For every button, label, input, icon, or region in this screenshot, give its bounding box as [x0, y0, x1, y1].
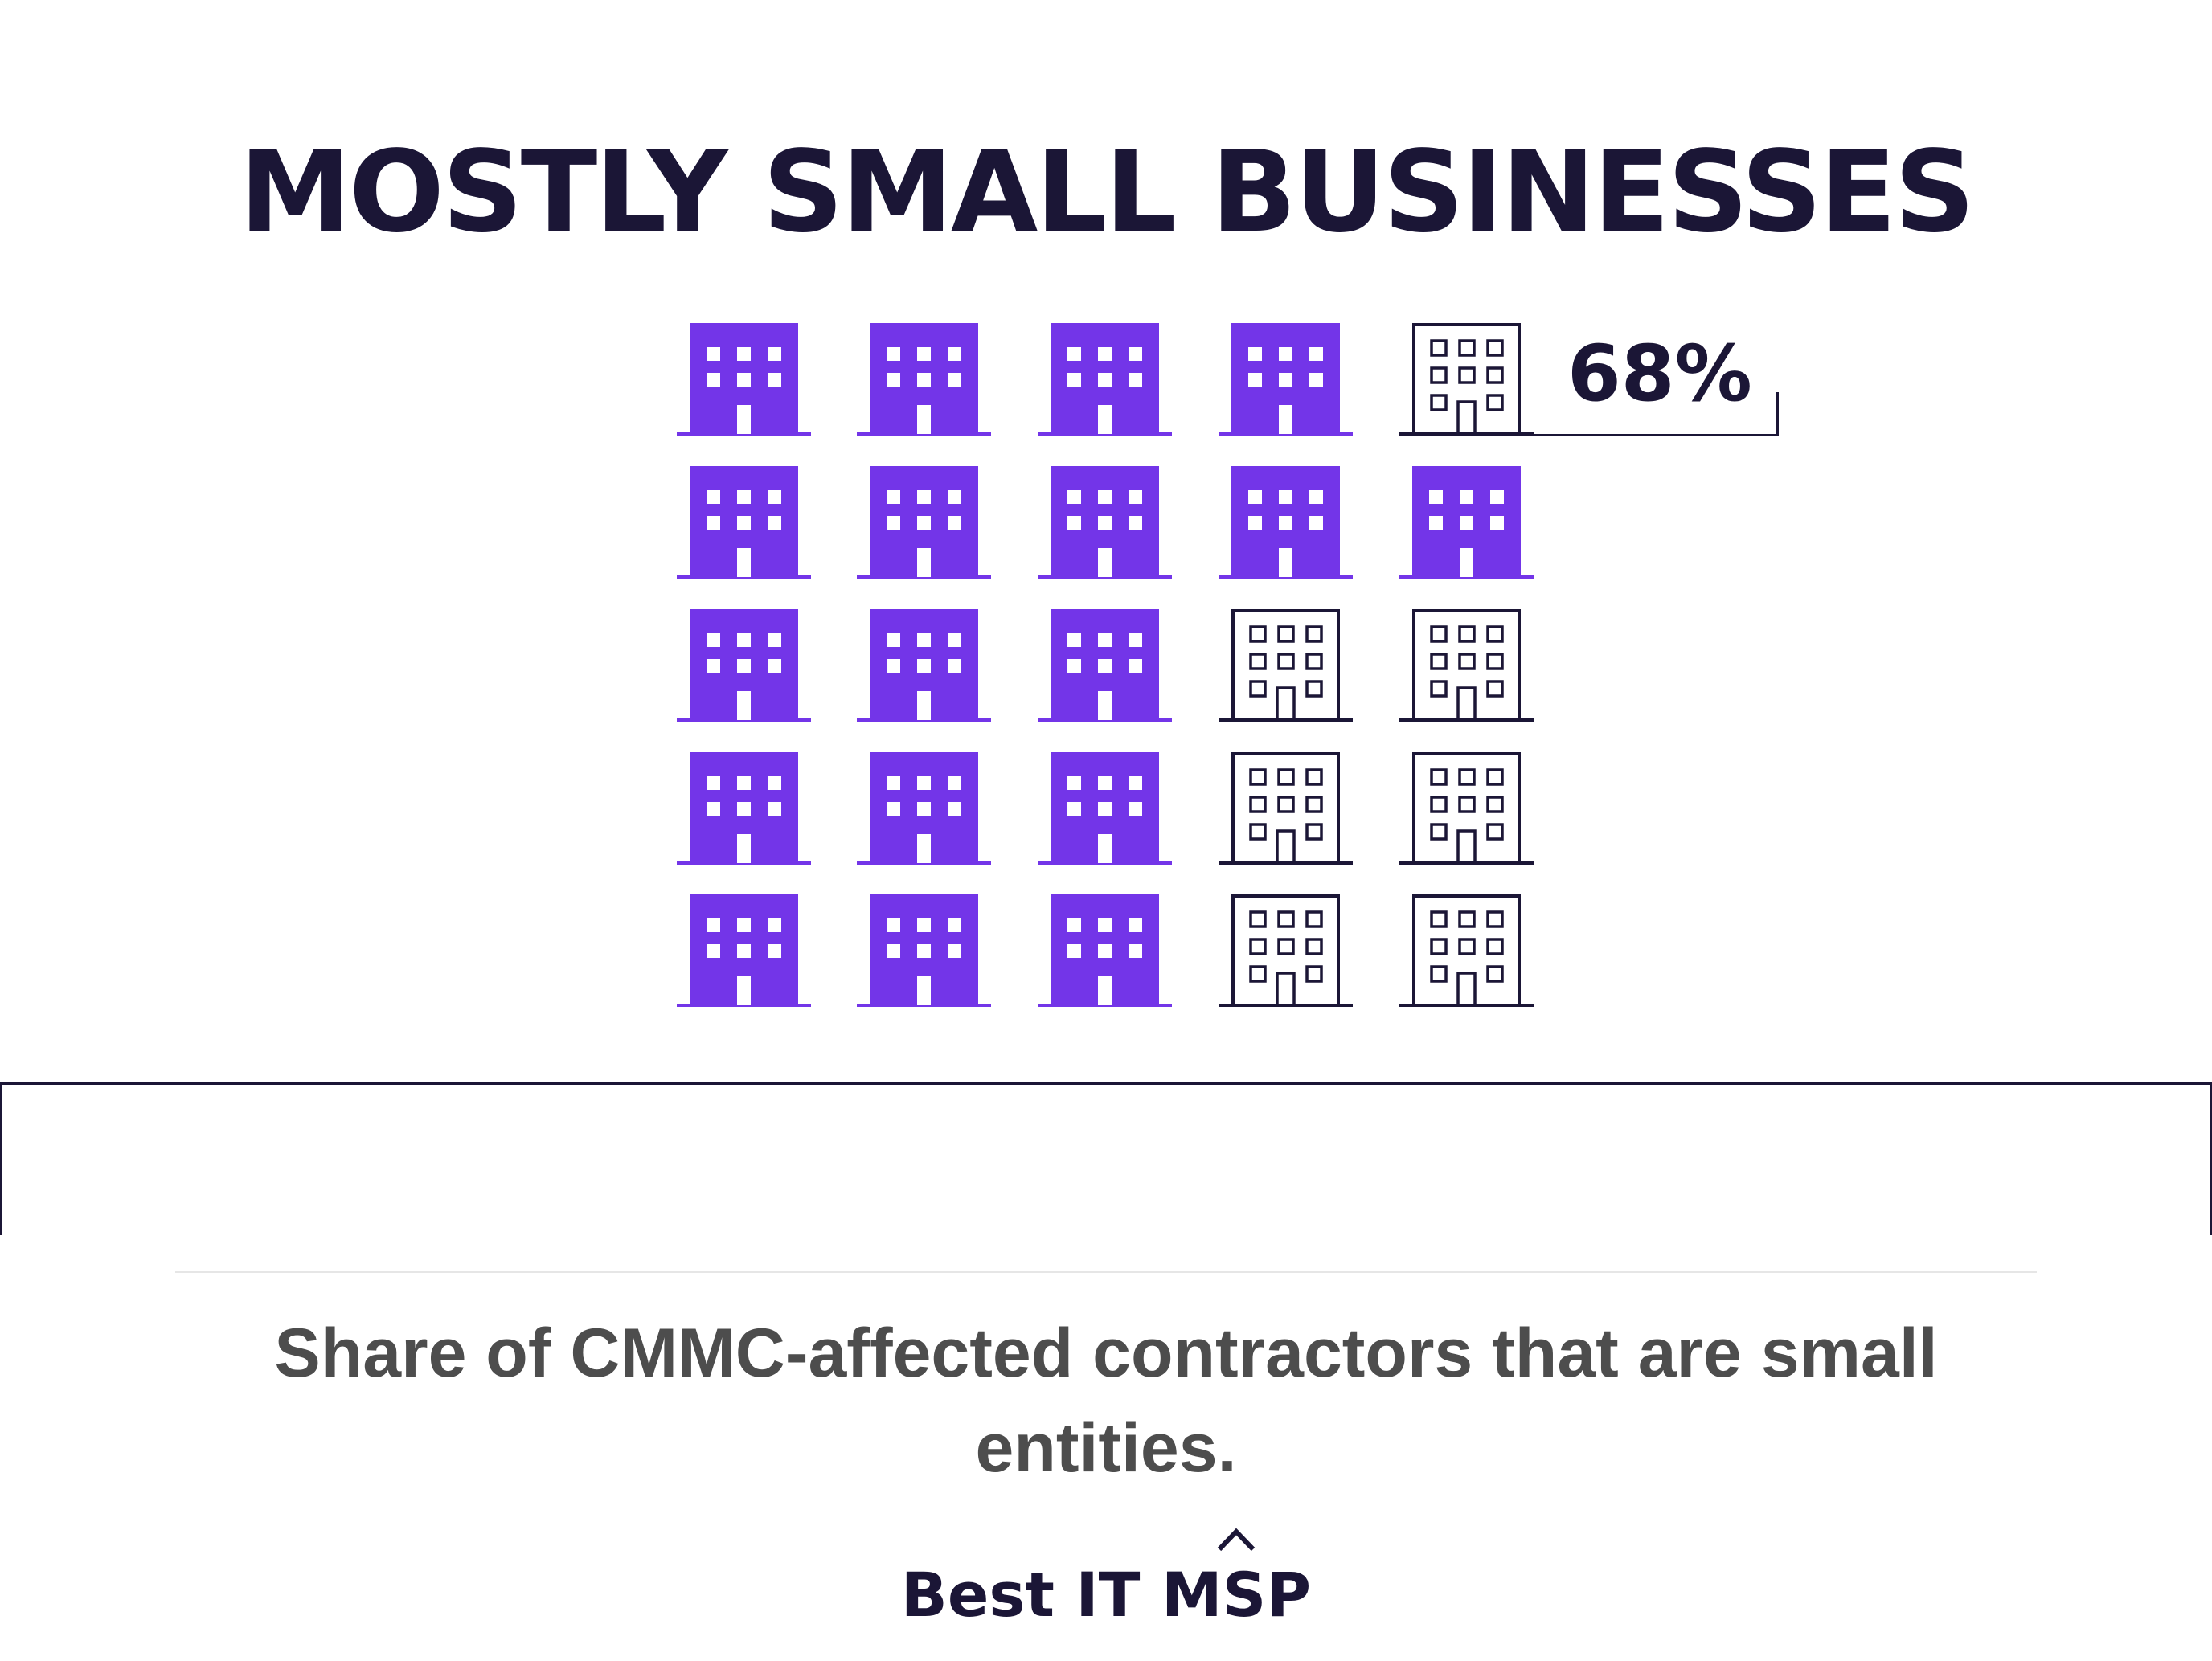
building-icon-filled	[1219, 466, 1353, 579]
logo-text-best-it: Best IT	[900, 1559, 1141, 1630]
logo-text-msp: MSP	[1161, 1528, 1312, 1631]
building-icon-filled	[677, 894, 811, 1007]
building-icon-outline	[1399, 894, 1534, 1007]
logo-msp-label: MSP	[1161, 1559, 1312, 1630]
frame-border	[0, 1082, 2212, 1235]
pictogram-grid	[677, 323, 1534, 1007]
building-icon-filled	[857, 466, 991, 579]
building-icon-filled	[857, 323, 991, 436]
chart-caption: Share of CMMC-affected contractors that …	[274, 1315, 1938, 1487]
building-icon-filled	[857, 752, 991, 865]
building-icon-outline	[1219, 609, 1353, 722]
building-icon-filled	[677, 323, 811, 436]
building-icon-outline	[1219, 894, 1353, 1007]
building-icon-outline	[1399, 752, 1534, 865]
building-icon-filled	[1038, 323, 1172, 436]
building-icon-filled	[677, 609, 811, 722]
building-icon-filled	[1038, 752, 1172, 865]
value-label: 68%	[1567, 329, 1752, 419]
building-icon-outline	[1399, 609, 1534, 722]
chart-title: MOSTLY SMALL BUSINESSES	[239, 127, 1976, 258]
building-icon-filled	[677, 752, 811, 865]
value-callout-bracket	[1399, 392, 1779, 436]
building-icon-filled	[677, 466, 811, 579]
building-icon-filled	[1038, 466, 1172, 579]
building-icon-filled	[857, 609, 991, 722]
building-icon-filled	[1399, 466, 1534, 579]
building-icon-filled	[1038, 894, 1172, 1007]
divider	[175, 1271, 2037, 1273]
building-icon-outline	[1219, 752, 1353, 865]
brand-logo: Best IT MSP	[0, 1528, 2212, 1631]
roof-caret-icon	[1217, 1528, 1256, 1552]
building-icon-filled	[1038, 609, 1172, 722]
building-icon-filled	[857, 894, 991, 1007]
building-icon-filled	[1219, 323, 1353, 436]
